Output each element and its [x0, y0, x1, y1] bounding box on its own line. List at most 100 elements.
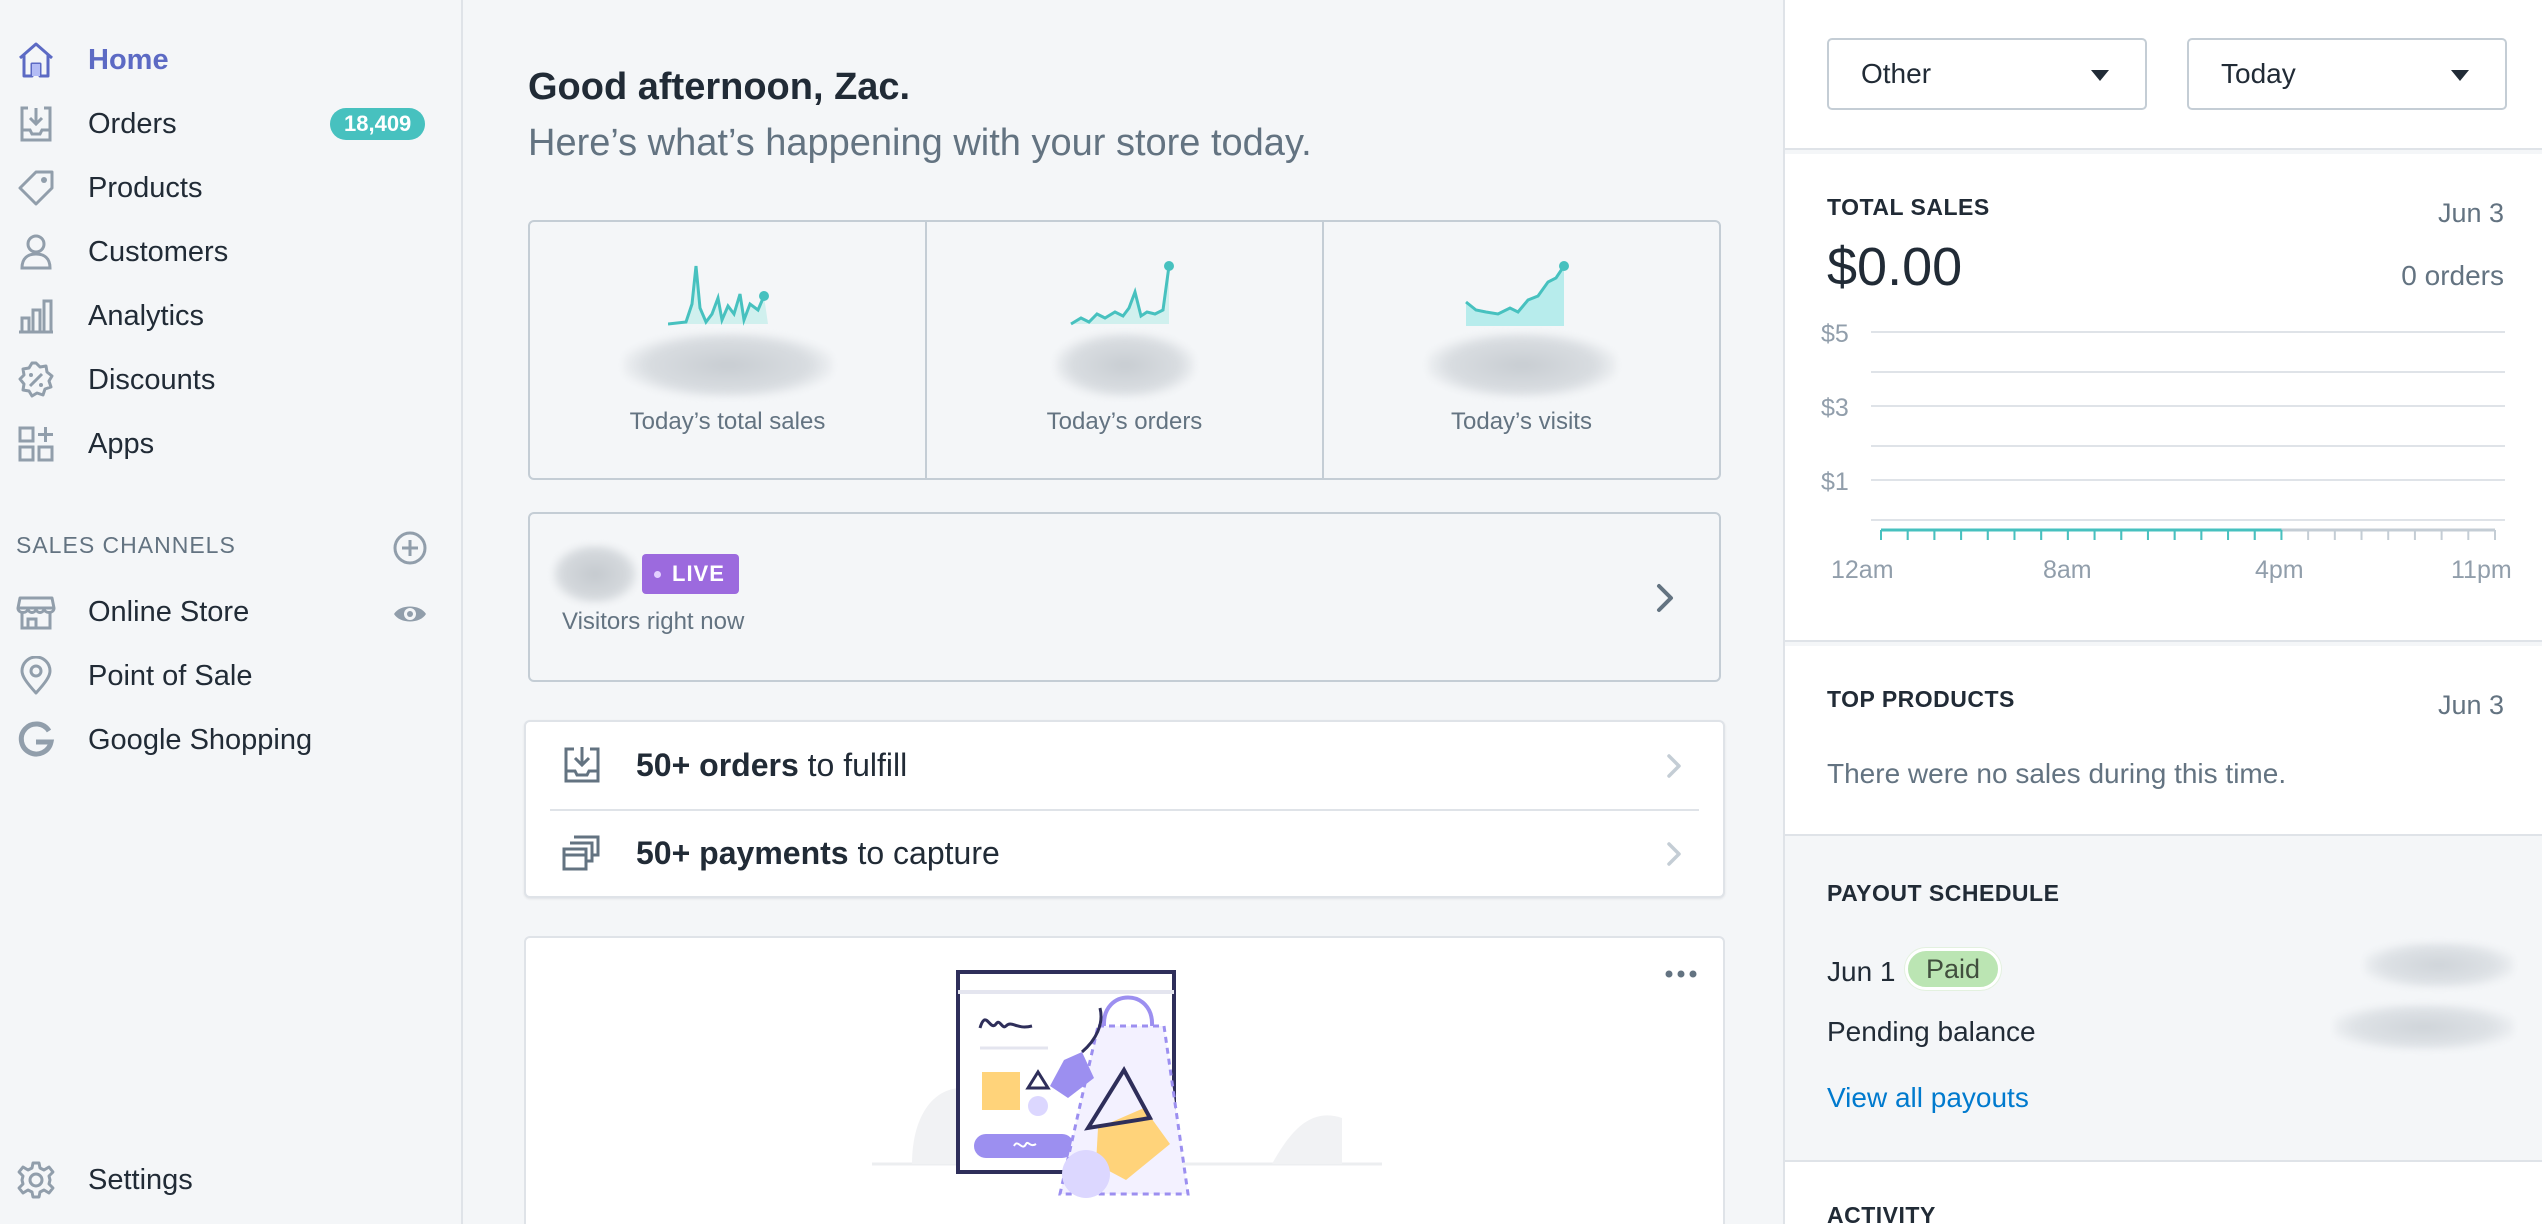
- visits-sparkline: [1464, 261, 1569, 326]
- onboarding-card: [524, 936, 1725, 1224]
- sidebar-item-label: Point of Sale: [88, 659, 253, 692]
- top-products-empty: There were no sales during this time.: [1827, 758, 2287, 789]
- channel-filter-select[interactable]: Other: [1827, 38, 2147, 110]
- sidebar-item-settings[interactable]: Settings: [0, 1152, 461, 1208]
- stat-visits[interactable]: Today’s visits: [1324, 222, 1719, 478]
- orders-icon: [14, 102, 58, 146]
- orders-to-fulfill-item[interactable]: 50+ orders to fulfill: [550, 722, 1699, 808]
- divider: [1785, 640, 2542, 646]
- payments-icon: [562, 835, 600, 871]
- inbox-icon: [564, 747, 600, 783]
- total-sales-orders: 0 orders: [2401, 260, 2504, 291]
- date-filter-select[interactable]: Today: [2187, 38, 2507, 110]
- blurred-value: [1426, 332, 1617, 398]
- sidebar-item-point-of-sale[interactable]: Point of Sale: [0, 648, 461, 704]
- view-online-store-button[interactable]: [392, 596, 428, 632]
- y-tick-label: $3: [1821, 394, 1849, 422]
- sidebar-item-discounts[interactable]: Discounts: [0, 352, 461, 408]
- sidebar-item-label: Orders: [88, 107, 177, 140]
- task-list: 50+ orders to fulfill 50+ payments to ca…: [524, 720, 1725, 898]
- activity-section: [1785, 1160, 2542, 1224]
- orders-count-badge: 18,409: [330, 108, 426, 140]
- sidebar-item-label: Settings: [88, 1163, 193, 1196]
- stat-label: Today’s total sales: [629, 408, 826, 435]
- sidebar-item-label: Products: [88, 171, 203, 204]
- live-view-card[interactable]: LIVE Visitors right now: [528, 512, 1721, 682]
- total-sales-date: Jun 3: [2437, 198, 2504, 228]
- page-subtitle: Here’s what’s happening with your store …: [528, 122, 1312, 164]
- bar-chart-icon: [14, 294, 58, 338]
- total-sales-title: TOTAL SALES: [1827, 194, 1990, 220]
- x-tick-label: 8am: [2043, 556, 2092, 584]
- stat-label: Today’s orders: [1046, 408, 1203, 435]
- y-tick-label: $1: [1821, 468, 1849, 496]
- caret-down-icon: [2091, 70, 2109, 81]
- sidebar-item-label: Google Shopping: [88, 723, 313, 756]
- channel-filter-value: Other: [1861, 58, 1932, 89]
- x-tick-label: 12am: [1831, 556, 1894, 584]
- live-label: Visitors right now: [562, 608, 745, 635]
- activity-title: ACTIVITY: [1827, 1202, 1936, 1224]
- sidebar-item-label: Discounts: [88, 363, 216, 396]
- blurred-visitor-count: [552, 544, 638, 604]
- view-all-payouts-link[interactable]: View all payouts: [1827, 1082, 2029, 1113]
- divider: [1785, 148, 2542, 154]
- orders-sparkline: [1069, 261, 1174, 326]
- sidebar-item-label: Analytics: [88, 299, 205, 332]
- apps-icon: [14, 422, 58, 466]
- stat-orders[interactable]: Today’s orders: [927, 222, 1324, 478]
- sidebar-item-analytics[interactable]: Analytics: [0, 288, 461, 344]
- sidebar: Home Orders 18,409 Products Customers An…: [0, 0, 463, 1224]
- page-title: Good afternoon, Zac.: [528, 66, 911, 108]
- plus-circle-icon: [393, 531, 427, 565]
- paid-status-badge: Paid: [1905, 948, 2002, 990]
- discount-icon: [14, 358, 58, 402]
- total-sales-amount: $0.00: [1827, 237, 1963, 297]
- more-options-icon[interactable]: [1661, 964, 1701, 984]
- blurred-value: [1054, 332, 1195, 398]
- payout-date: Jun 1: [1827, 956, 1896, 987]
- live-badge: LIVE: [642, 554, 739, 594]
- person-icon: [14, 230, 58, 274]
- divider: [550, 809, 1699, 811]
- task-text: 50+ orders to fulfill: [636, 746, 908, 783]
- sidebar-item-customers[interactable]: Customers: [0, 224, 461, 280]
- x-tick-label: 11pm: [2451, 556, 2511, 584]
- sidebar-item-google-shopping[interactable]: Google Shopping: [0, 712, 461, 768]
- payout-section-bg: [1785, 834, 2542, 1160]
- sidebar-item-products[interactable]: Products: [0, 160, 461, 216]
- payout-schedule-title: PAYOUT SCHEDULE: [1827, 880, 2060, 906]
- sales-channels-title: SALES CHANNELS: [16, 532, 236, 558]
- sidebar-item-label: Home: [88, 43, 169, 76]
- sidebar-item-online-store[interactable]: Online Store: [0, 584, 461, 640]
- total-sales-chart[interactable]: $5 $3 $1 12am 8am 4pm 11pm: [1821, 316, 2511, 586]
- x-tick-label: 4pm: [2255, 556, 2304, 584]
- chevron-right-icon: [1667, 842, 1681, 866]
- top-products-title: TOP PRODUCTS: [1827, 686, 2015, 712]
- date-filter-value: Today: [2221, 58, 2296, 89]
- sidebar-item-label: Apps: [88, 427, 155, 460]
- task-text: 50+ payments to capture: [636, 834, 1000, 871]
- sidebar-item-orders[interactable]: Orders 18,409: [0, 96, 461, 152]
- today-stats: Today’s total sales Today’s orders Today…: [528, 220, 1721, 480]
- store-illustration: [872, 970, 1382, 1198]
- add-sales-channel-button[interactable]: [392, 530, 428, 566]
- blurred-pending-amount: [2334, 1004, 2514, 1050]
- sidebar-item-apps[interactable]: Apps: [0, 416, 461, 472]
- eye-icon: [394, 606, 426, 622]
- sidebar-item-home[interactable]: Home: [0, 32, 461, 88]
- chevron-right-icon: [1667, 754, 1681, 778]
- sidebar-item-label: Customers: [88, 235, 229, 268]
- tag-icon: [14, 166, 58, 210]
- sidebar-item-label: Online Store: [88, 595, 250, 628]
- google-icon: [14, 718, 58, 762]
- chevron-right-icon: [1657, 584, 1673, 612]
- caret-down-icon: [2451, 70, 2469, 81]
- stat-total-sales[interactable]: Today’s total sales: [530, 222, 927, 478]
- payments-to-capture-item[interactable]: 50+ payments to capture: [550, 810, 1699, 896]
- store-icon: [14, 590, 58, 634]
- right-panel: Other Today TOTAL SALES Jun 3 $0.00 0 or…: [1783, 0, 2542, 1224]
- sales-sparkline: [667, 265, 769, 326]
- location-pin-icon: [14, 654, 58, 698]
- pending-balance-label: Pending balance: [1827, 1016, 2036, 1047]
